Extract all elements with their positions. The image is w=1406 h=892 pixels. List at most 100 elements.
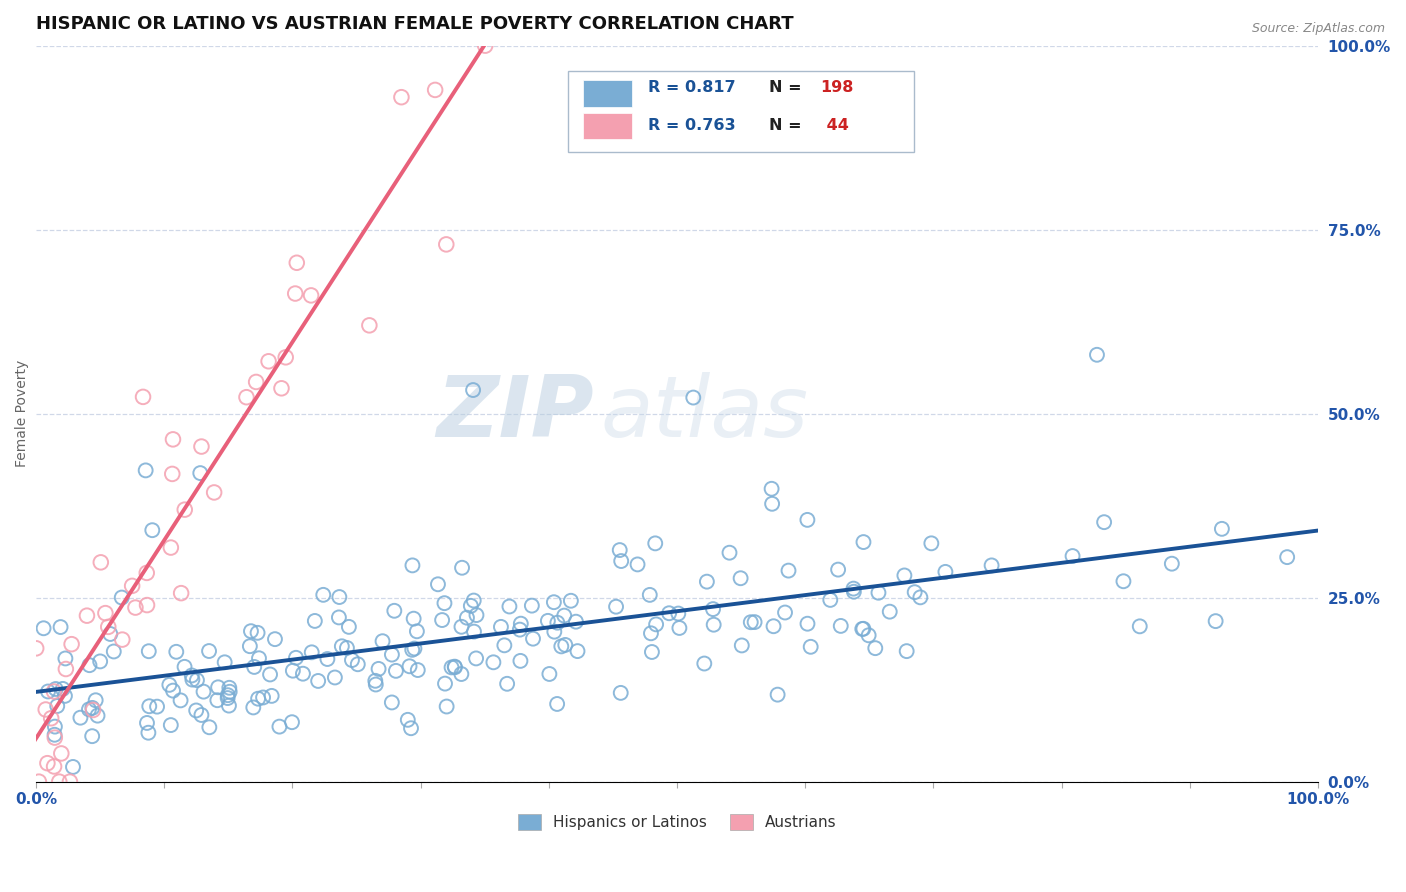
Point: [281, 715, 304, 730]
Point: [60, 637, 83, 651]
Point: [465, 608, 488, 623]
Point: [682, 391, 704, 405]
Point: [520, 599, 543, 613]
Text: 198: 198: [821, 80, 853, 95]
Point: [401, 558, 423, 573]
Point: [124, 600, 146, 615]
Point: [434, 676, 457, 690]
Point: [896, 644, 918, 658]
Point: [269, 720, 291, 734]
Point: [1160, 557, 1182, 571]
Point: [285, 650, 308, 665]
Point: [132, 390, 155, 404]
Point: [498, 599, 520, 614]
Point: [456, 610, 478, 624]
Point: [436, 699, 458, 714]
Point: [496, 677, 519, 691]
Point: [450, 667, 472, 681]
Point: [693, 657, 716, 671]
Point: [53, 689, 76, 703]
Point: [218, 681, 240, 695]
Text: HISPANIC OR LATINO VS AUSTRIAN FEMALE POVERTY CORRELATION CHART: HISPANIC OR LATINO VS AUSTRIAN FEMALE PO…: [37, 15, 794, 33]
Point: [39, 711, 62, 725]
Point: [346, 657, 368, 672]
Point: [173, 660, 195, 674]
Point: [55, 662, 77, 676]
Point: [160, 541, 183, 555]
Point: [284, 286, 307, 301]
Point: [934, 565, 956, 579]
Point: [157, 678, 180, 692]
Point: [609, 686, 631, 700]
Point: [190, 440, 212, 454]
Point: [82, 701, 104, 715]
Point: [159, 718, 181, 732]
Point: [443, 659, 465, 673]
Point: [658, 606, 681, 620]
Point: [463, 593, 485, 607]
Point: [461, 383, 484, 397]
Point: [851, 622, 873, 636]
Point: [382, 604, 405, 618]
Point: [567, 644, 589, 658]
Point: [560, 593, 582, 607]
Point: [433, 596, 456, 610]
Text: 44: 44: [821, 119, 848, 134]
Point: [761, 482, 783, 496]
Point: [460, 599, 482, 613]
Point: [1205, 614, 1227, 628]
Point: [893, 568, 915, 582]
Point: [359, 318, 381, 333]
Point: [434, 237, 457, 252]
Point: [180, 668, 202, 682]
Point: [162, 433, 184, 447]
Point: [546, 697, 568, 711]
Point: [82, 703, 104, 717]
Point: [489, 620, 512, 634]
Point: [62, 760, 84, 774]
Point: [554, 638, 576, 652]
Point: [138, 699, 160, 714]
Point: [565, 615, 588, 629]
Point: [49, 620, 72, 634]
Point: [235, 390, 257, 404]
Point: [217, 691, 239, 706]
Point: [666, 607, 689, 621]
Point: [364, 677, 387, 691]
Point: [1112, 574, 1135, 589]
Point: [451, 560, 474, 574]
Point: [285, 256, 308, 270]
Point: [444, 660, 467, 674]
Point: [181, 673, 204, 687]
Point: [190, 708, 212, 723]
Text: atlas: atlas: [600, 372, 808, 455]
Point: [259, 667, 281, 681]
Point: [243, 660, 266, 674]
Point: [35, 702, 58, 716]
Point: [42, 684, 65, 698]
Point: [399, 721, 422, 735]
Bar: [583, 80, 633, 107]
Point: [440, 660, 463, 674]
Point: [202, 485, 225, 500]
Point: [702, 602, 724, 616]
Point: [482, 655, 505, 669]
Point: [830, 619, 852, 633]
Point: [509, 616, 531, 631]
Point: [146, 699, 169, 714]
Point: [207, 693, 229, 707]
Point: [640, 626, 662, 640]
Point: [645, 617, 668, 632]
Point: [852, 622, 875, 636]
Point: [494, 638, 516, 652]
Point: [340, 653, 363, 667]
Point: [404, 641, 426, 656]
Point: [138, 644, 160, 658]
Point: [703, 617, 725, 632]
Point: [94, 606, 117, 620]
Point: [97, 620, 120, 634]
Point: [79, 658, 101, 673]
Point: [136, 598, 159, 612]
Point: [980, 558, 1002, 573]
Point: [827, 563, 849, 577]
